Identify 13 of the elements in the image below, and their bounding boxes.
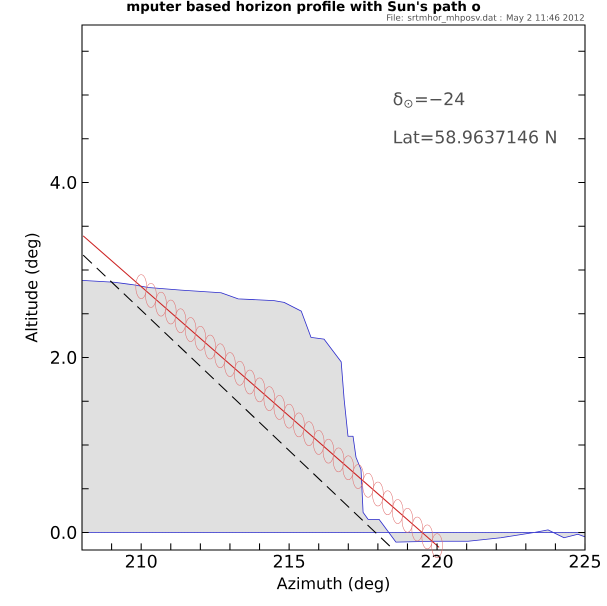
x-tick-label: 225 xyxy=(570,554,600,568)
y-axis-title: Altitude (deg) xyxy=(25,234,41,342)
y-tick-label: 4.0 xyxy=(50,176,76,190)
x-tick-label: 220 xyxy=(422,554,452,568)
x-tick-label: 210 xyxy=(126,554,157,568)
annotation: Lat=58.9637146 N xyxy=(394,130,556,144)
y-tick-label: 2.0 xyxy=(51,350,76,364)
chart-title: mputer based horizon profile with Sun's path o xyxy=(127,0,480,14)
x-axis-title: Azimuth (deg) xyxy=(276,576,389,592)
y-tick-label: 0.0 xyxy=(50,526,76,540)
annotation: δ$_{⊙}$=−24 xyxy=(394,92,464,108)
text: File: srtmhor_mhposv.dat : May 2 11:46 2012 xyxy=(387,14,584,23)
x-tick-label: 215 xyxy=(274,554,304,568)
